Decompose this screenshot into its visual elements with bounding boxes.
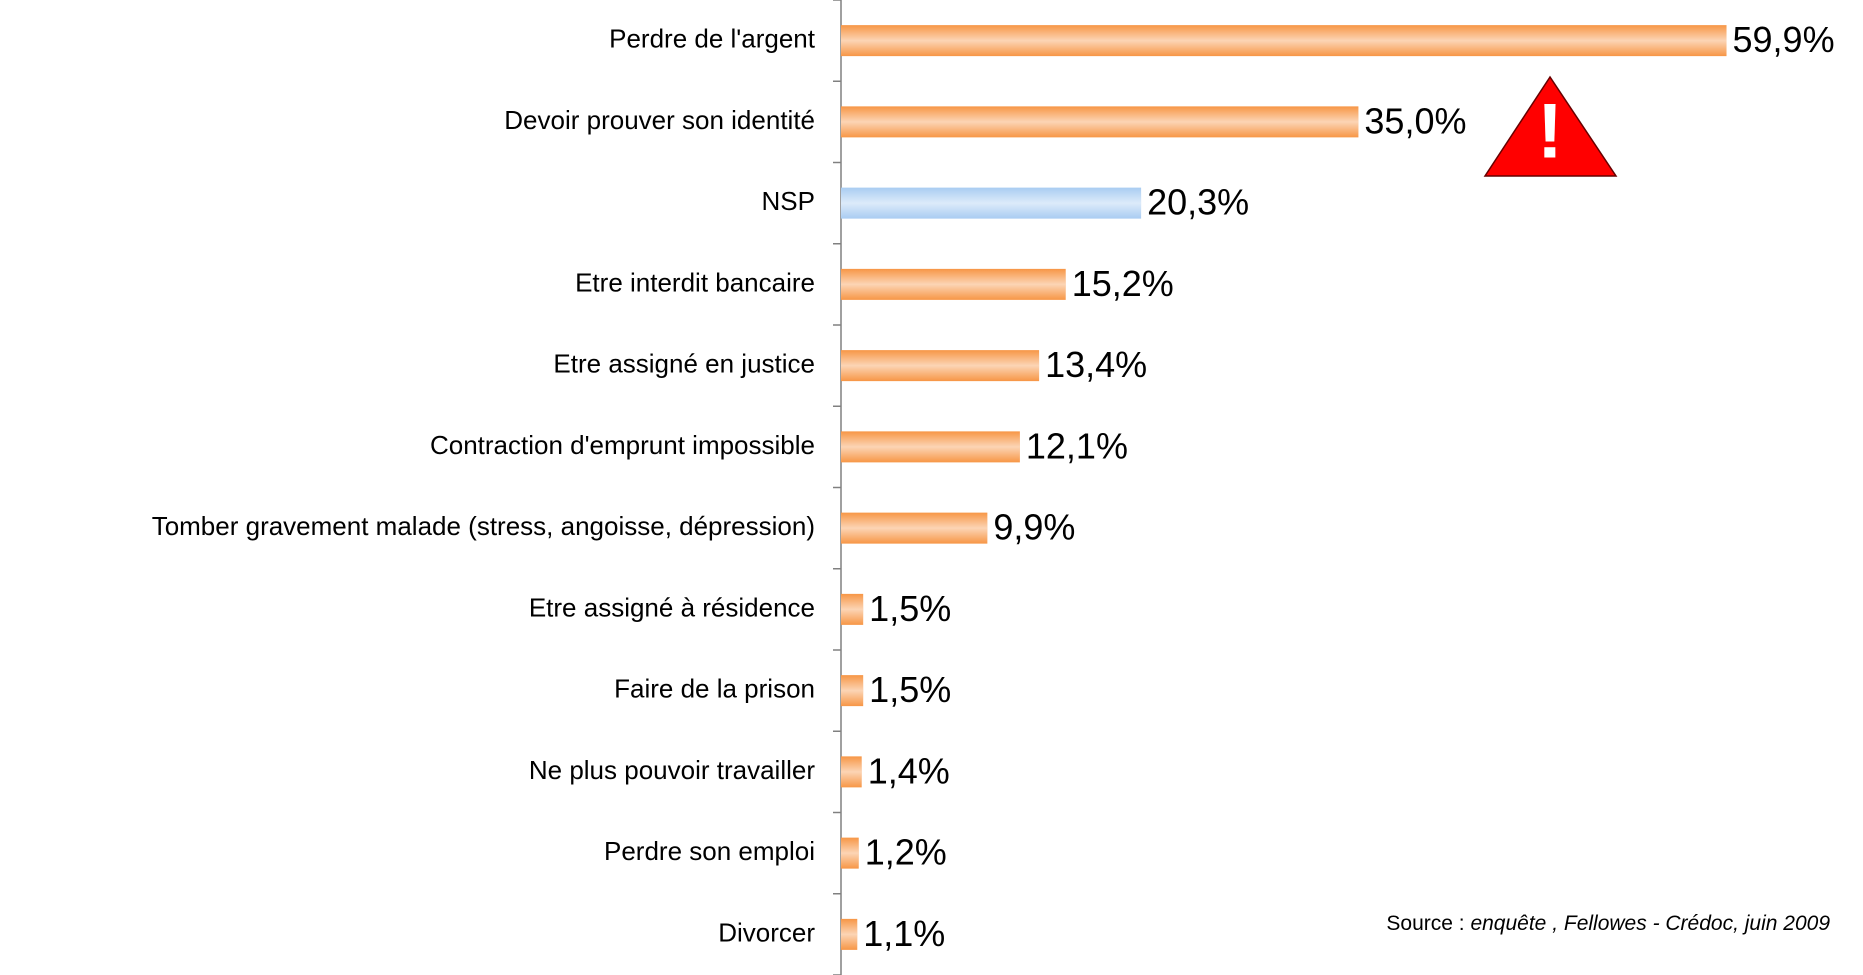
bar-shine [841, 512, 988, 544]
bar-shine [841, 837, 859, 869]
value-label: 1,4% [868, 750, 950, 791]
value-label: 35,0% [1364, 100, 1466, 141]
bar-shine [841, 756, 862, 788]
bar-shine [841, 268, 1066, 300]
source-note: Source : enquête , Fellowes - Crédoc, ju… [1386, 912, 1830, 935]
source-prefix: Source : [1386, 912, 1470, 935]
bar-shine [841, 431, 1020, 463]
bar-shine [841, 593, 864, 625]
value-label: 59,9% [1733, 19, 1835, 60]
bar-shine [841, 106, 1359, 138]
value-label: 15,2% [1072, 263, 1174, 304]
bar-shine [841, 918, 858, 950]
category-label: Perdre de l'argent [609, 24, 816, 54]
category-label: Ne plus pouvoir travailler [529, 755, 815, 785]
bar-shine [841, 350, 1040, 382]
warning-icon: ! [1483, 75, 1618, 177]
value-label: 1,1% [863, 913, 945, 954]
category-label: Perdre son emploi [604, 836, 815, 866]
category-label: Devoir prouver son identité [504, 105, 815, 135]
category-label: Contraction d'emprunt impossible [430, 430, 815, 460]
category-label: Etre interdit bancaire [575, 267, 815, 297]
value-label: 20,3% [1147, 182, 1249, 223]
category-label: Etre assigné à résidence [529, 592, 815, 622]
value-label: 9,9% [993, 507, 1075, 548]
warning-mark: ! [1537, 87, 1563, 175]
value-label: 1,2% [865, 832, 947, 873]
value-label: 13,4% [1045, 344, 1147, 385]
bar-shine [841, 25, 1727, 57]
category-label: Tomber gravement malade (stress, angoiss… [152, 511, 815, 541]
bar-shine [841, 187, 1142, 219]
category-label: Etre assigné en justice [553, 349, 815, 379]
category-label: Faire de la prison [614, 674, 815, 704]
category-label: NSP [762, 186, 815, 216]
value-label: 1,5% [869, 669, 951, 710]
bar-shine [841, 675, 864, 707]
source-text: enquête , Fellowes - Crédoc, juin 2009 [1470, 912, 1830, 935]
value-label: 1,5% [869, 588, 951, 629]
value-label: 12,1% [1026, 425, 1128, 466]
warning-triangle [1483, 75, 1618, 177]
category-label: Divorcer [718, 917, 815, 947]
